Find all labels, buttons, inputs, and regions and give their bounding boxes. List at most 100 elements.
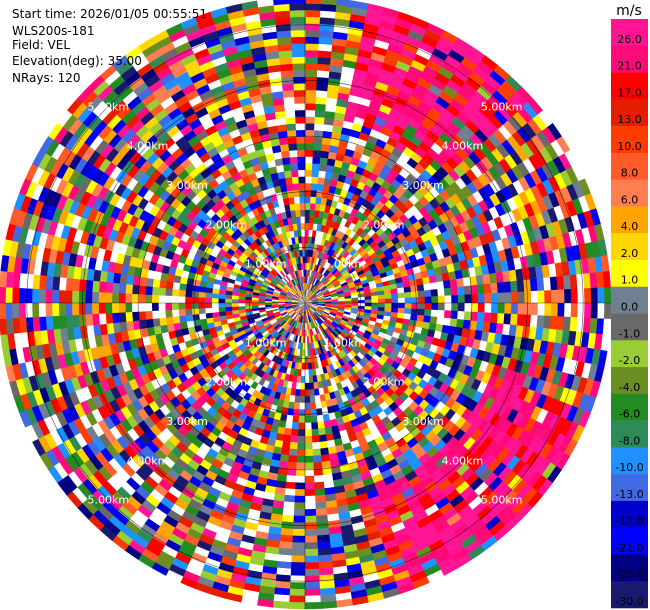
range-gate: [300, 322, 303, 330]
range-gate: [304, 475, 315, 483]
range-gate: [200, 275, 209, 283]
range-gate: [428, 407, 440, 420]
range-gate: [310, 189, 318, 198]
range-gate: [430, 515, 447, 529]
range-gate: [190, 337, 200, 346]
range-gate: [559, 387, 571, 404]
range-gate: [177, 424, 190, 437]
range-gate: [384, 303, 392, 308]
range-gate: [195, 464, 209, 476]
range-gate: [506, 455, 521, 472]
range-gate: [373, 325, 382, 332]
range-gate: [304, 329, 307, 337]
range-gate: [20, 257, 30, 274]
range-gate: [433, 389, 445, 402]
range-gate: [351, 521, 366, 532]
range-gate: [393, 343, 403, 352]
range-gate: [288, 333, 294, 341]
range-gate: [306, 329, 309, 337]
range-gate: [332, 281, 340, 287]
range-gate: [271, 297, 279, 301]
range-gate: [315, 334, 320, 342]
range-gate: [347, 343, 355, 351]
range-gate: [128, 514, 145, 530]
range-gate: [305, 50, 319, 58]
range-gate: [263, 552, 279, 562]
range-gate: [109, 342, 119, 355]
range-gate: [276, 284, 283, 290]
range-gate: [480, 331, 490, 343]
range-gate: [47, 465, 63, 483]
ray: [305, 17, 431, 303]
range-gate: [284, 304, 292, 307]
range-gate: [285, 295, 293, 299]
range-gate: [145, 318, 154, 329]
range-gate: [142, 404, 155, 417]
range-gate: [233, 336, 242, 344]
range-gate: [31, 421, 45, 439]
range-gate: [571, 163, 586, 182]
range-gate: [340, 127, 352, 137]
range-gate: [314, 501, 327, 510]
range-gate: [412, 17, 431, 30]
range-gate: [370, 291, 378, 297]
range-gate: [553, 173, 567, 191]
range-gate: [308, 263, 312, 271]
range-gate: [305, 299, 312, 303]
range-gate: [87, 383, 99, 398]
range-gate: [315, 408, 323, 416]
range-gate: [227, 259, 236, 267]
range-gate: [256, 598, 274, 608]
range-gate: [411, 415, 423, 428]
range-gate: [414, 326, 423, 335]
range-gate: [395, 437, 407, 449]
range-gate: [73, 172, 87, 189]
range-gate: [288, 448, 298, 456]
range-gate: [262, 281, 270, 287]
range-gate: [76, 482, 93, 499]
range-gate: [275, 433, 285, 442]
range-gate: [305, 30, 320, 38]
range-gate: [358, 327, 366, 334]
range-gate: [422, 414, 434, 426]
range-gate: [308, 229, 313, 237]
range-gate: [380, 447, 392, 458]
range-gate: [149, 488, 165, 503]
range-gate: [107, 260, 117, 273]
range-gate: [228, 274, 237, 281]
range-gate: [328, 145, 339, 154]
range-gate: [64, 238, 74, 254]
range-gate: [335, 444, 345, 453]
range-gate: [529, 240, 540, 256]
range-gate: [388, 320, 397, 328]
range-gate: [267, 472, 278, 481]
range-gate: [387, 515, 403, 527]
range-gate: [326, 350, 333, 358]
range-gate: [502, 470, 518, 487]
range-gate: [444, 408, 456, 421]
range-gate: [413, 129, 427, 142]
range-gate: [299, 342, 303, 350]
range-gate: [185, 290, 193, 298]
range-gate: [299, 349, 303, 357]
range-gate: [301, 303, 305, 309]
range-gate: [250, 418, 260, 428]
range-gate: [252, 433, 262, 443]
range-gate: [39, 202, 51, 219]
range-gate: [274, 313, 282, 319]
range-gate: [439, 404, 451, 417]
range-gate: [516, 280, 525, 293]
range-gate: [152, 227, 163, 239]
range-gate: [311, 314, 316, 321]
range-gate: [181, 327, 190, 336]
range-gate: [377, 252, 386, 260]
range-gate: [62, 113, 79, 131]
range-gate: [290, 340, 295, 349]
range-gate: [305, 296, 307, 303]
range-gate: [309, 402, 317, 410]
range-gate: [300, 303, 305, 309]
range-gate: [393, 66, 409, 79]
range-gate: [460, 509, 477, 525]
range-gate: [522, 432, 536, 449]
range-gate: [330, 294, 338, 298]
